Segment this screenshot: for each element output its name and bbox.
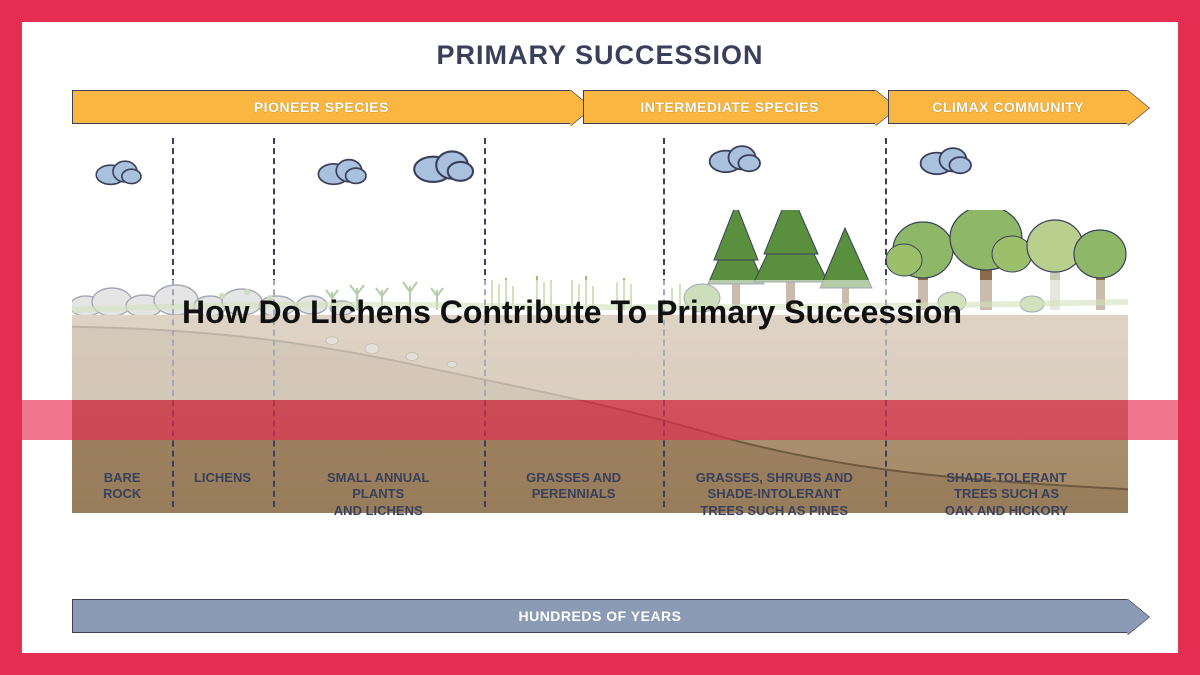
stage-label: BAREROCK	[72, 470, 172, 503]
stage-divider	[885, 138, 887, 507]
stage-divider	[172, 138, 174, 507]
timeline-label: HUNDREDS OF YEARS	[518, 608, 681, 624]
timeline-arrow-wrap: HUNDREDS OF YEARS	[72, 599, 1128, 633]
stage-divider	[273, 138, 275, 507]
stage-arrow-label: INTERMEDIATE SPECIES	[640, 99, 819, 115]
stage-arrow-label: PIONEER SPECIES	[254, 99, 389, 115]
stage-arrow-intermediate: INTERMEDIATE SPECIES	[583, 90, 877, 124]
scene-area: BAREROCKLICHENSSMALL ANNUALPLANTSAND LIC…	[72, 130, 1128, 573]
stage-divider	[663, 138, 665, 507]
stage-labels-row: BAREROCKLICHENSSMALL ANNUALPLANTSAND LIC…	[72, 470, 1128, 555]
stage-divider	[484, 138, 486, 507]
stage-label: GRASSES, SHRUBS ANDSHADE-INTOLERANTTREES…	[663, 470, 885, 519]
timeline-arrow: HUNDREDS OF YEARS	[72, 599, 1128, 633]
stage-arrow-climax: CLIMAX COMMUNITY	[888, 90, 1128, 124]
page-frame: PRIMARY SUCCESSION PIONEER SPECIES INTER…	[0, 0, 1200, 675]
stage-arrow-label: CLIMAX COMMUNITY	[932, 99, 1084, 115]
stage-dividers	[72, 130, 1128, 513]
stage-label: GRASSES ANDPERENNIALS	[484, 470, 664, 503]
diagram-panel: PRIMARY SUCCESSION PIONEER SPECIES INTER…	[22, 22, 1178, 653]
stage-label: SHADE-TOLERANTTREES SUCH ASOAK AND HICKO…	[885, 470, 1128, 519]
stage-arrow-row: PIONEER SPECIES INTERMEDIATE SPECIES CLI…	[72, 90, 1128, 124]
stage-label: LICHENS	[172, 470, 272, 486]
diagram-title: PRIMARY SUCCESSION	[22, 22, 1178, 71]
stage-arrow-pioneer: PIONEER SPECIES	[72, 90, 571, 124]
stage-label: SMALL ANNUALPLANTSAND LICHENS	[273, 470, 484, 519]
